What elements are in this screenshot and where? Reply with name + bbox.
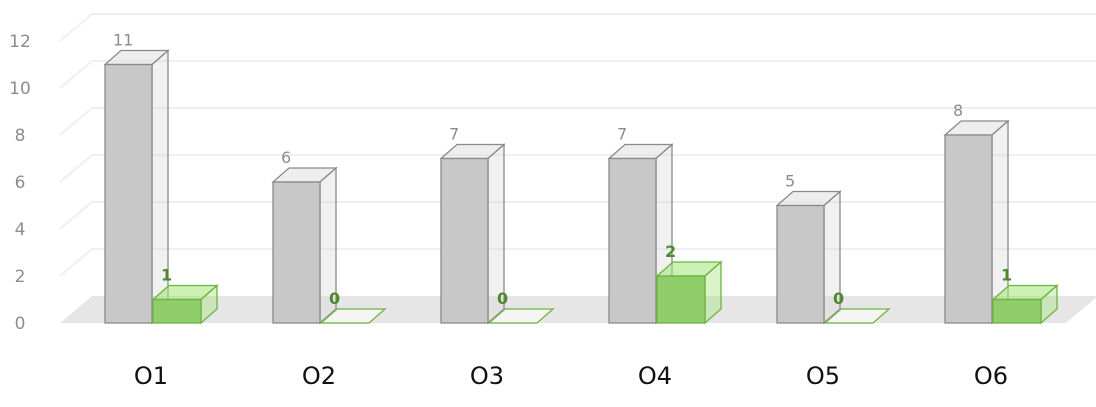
- data-label: 7: [617, 125, 627, 144]
- y-axis-ticks: 0 2 4 6 8 10 12: [9, 32, 31, 334]
- bar: [655, 260, 723, 325]
- y-tick-label: 10: [9, 79, 31, 99]
- bar: [151, 284, 219, 325]
- gridline: [59, 201, 1096, 230]
- gridline: [59, 107, 1096, 136]
- x-tick-label: O5: [806, 362, 840, 390]
- bar: [775, 190, 842, 325]
- y-tick-label: 12: [9, 32, 31, 52]
- data-label: 11: [113, 31, 133, 50]
- x-tick-label: O6: [974, 362, 1008, 390]
- bar: [271, 166, 338, 325]
- x-tick-label: O1: [134, 362, 168, 390]
- y-tick-label: 8: [15, 126, 26, 146]
- x-tick-label: O3: [470, 362, 504, 390]
- y-tick-label: 0: [15, 314, 26, 334]
- y-tick-label: 6: [15, 173, 26, 193]
- x-axis-ticks: O1 O2 O3 O4 O5 O6: [134, 362, 1008, 390]
- gridline: [59, 248, 1096, 277]
- bar: [607, 143, 674, 325]
- data-label: 7: [449, 125, 459, 144]
- bar: [319, 308, 387, 324]
- gridline: [59, 13, 1096, 42]
- data-label: 0: [833, 289, 844, 308]
- data-label: 6: [281, 148, 291, 167]
- data-label: 2: [665, 242, 676, 261]
- data-label: 0: [329, 289, 340, 308]
- bar: [823, 308, 891, 324]
- data-label: 1: [1001, 266, 1012, 285]
- data-label: 5: [785, 172, 795, 191]
- x-tick-label: O2: [302, 362, 336, 390]
- data-label: 8: [953, 101, 963, 120]
- bar: [487, 308, 555, 324]
- bar: [439, 143, 506, 325]
- y-tick-label: 4: [15, 220, 26, 240]
- data-label: 0: [497, 289, 508, 308]
- gridline: [59, 154, 1096, 183]
- data-label: 1: [161, 266, 172, 285]
- y-tick-label: 2: [15, 267, 26, 287]
- x-tick-label: O4: [638, 362, 672, 390]
- gridlines: [59, 13, 1096, 277]
- bars: [103, 49, 1059, 325]
- bar: [943, 119, 1010, 325]
- gridline: [59, 60, 1096, 89]
- bar: [991, 284, 1059, 325]
- bar: [103, 49, 170, 325]
